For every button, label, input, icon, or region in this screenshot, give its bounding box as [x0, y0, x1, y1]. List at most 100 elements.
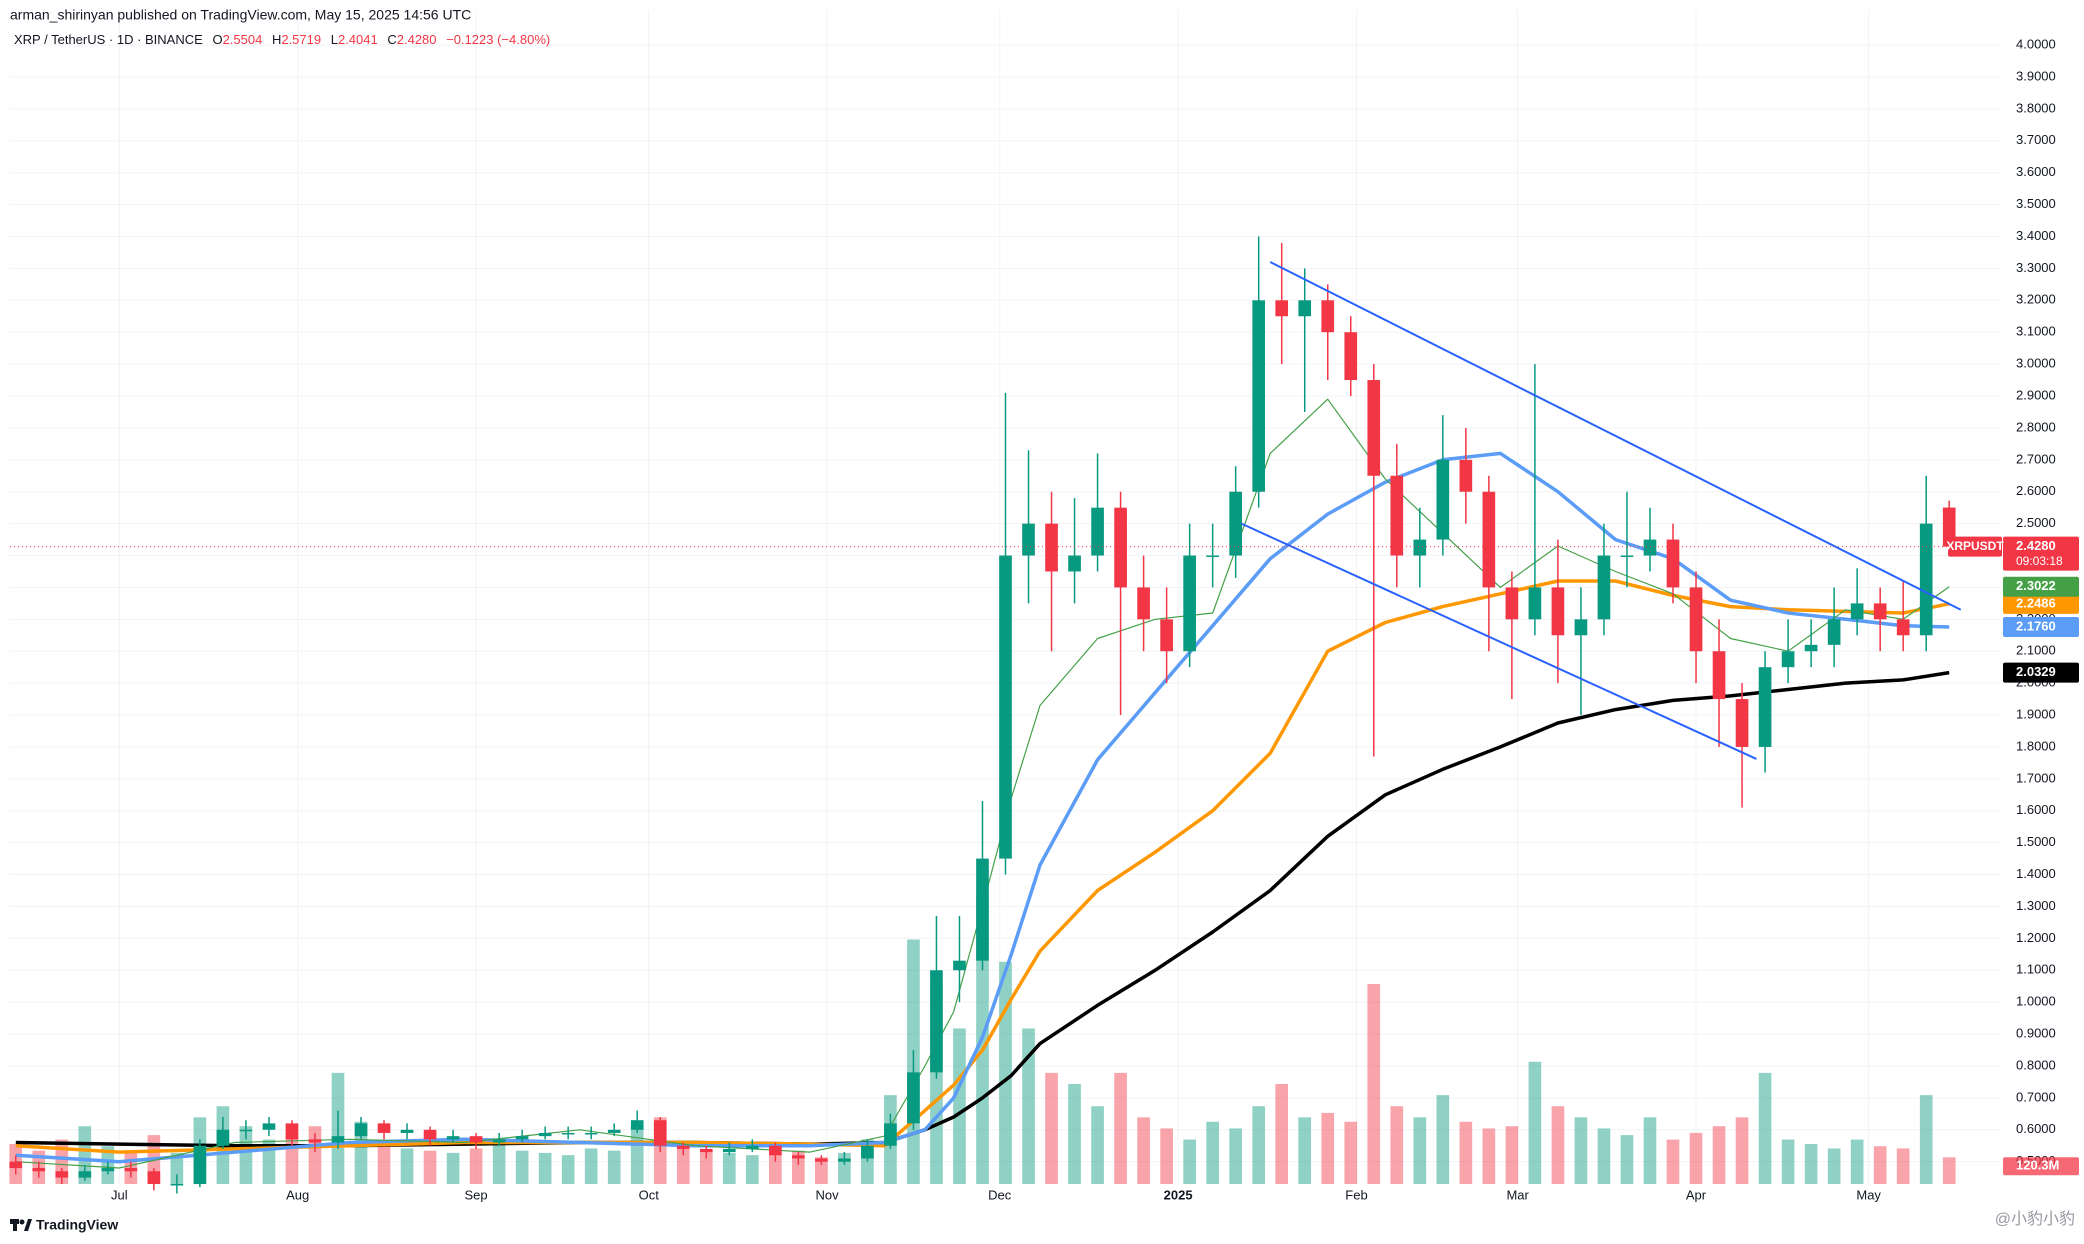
candle-body: [1735, 699, 1749, 747]
candle-body: [239, 1129, 253, 1132]
candle-body: [584, 1132, 598, 1135]
overlay-layer: [10, 261, 2001, 760]
candle-body: [630, 1120, 644, 1130]
y-tick-label: 3.5000: [2016, 196, 2056, 211]
volume-bar: [676, 1146, 690, 1184]
volume-bar: [1712, 1126, 1726, 1184]
candle-body: [1528, 587, 1542, 620]
candle-body: [1022, 523, 1035, 556]
volume-bar: [1597, 1128, 1611, 1184]
candle-body: [1160, 619, 1173, 652]
candle-body: [607, 1129, 621, 1133]
candle-body: [1252, 300, 1266, 492]
volume-bar: [1643, 1117, 1657, 1184]
candle-body: [815, 1158, 828, 1162]
y-tick-label: 0.9000: [2016, 1025, 2056, 1040]
y-tick-label: 3.1000: [2016, 324, 2056, 339]
volume-bar: [1344, 1121, 1358, 1184]
volume-bar: [1160, 1128, 1173, 1184]
y-tick-label: 3.6000: [2016, 164, 2056, 179]
volume-bar: [1482, 1128, 1496, 1184]
y-tick-label: 0.6000: [2016, 1121, 2056, 1136]
volume-bar: [1689, 1132, 1703, 1184]
x-tick-label: May: [1856, 1187, 1881, 1202]
y-tick-label: 1.9000: [2016, 706, 2056, 721]
volume-bar: [1367, 984, 1381, 1184]
x-tick-label: Aug: [286, 1187, 309, 1202]
volume-bar: [1827, 1148, 1841, 1184]
y-tick-label: 1.6000: [2016, 802, 2056, 817]
candle-body: [1919, 523, 1933, 636]
candle-body: [147, 1171, 161, 1184]
candle-body: [1114, 507, 1127, 588]
volume-bar: [1666, 1139, 1680, 1184]
candle-body: [1873, 603, 1887, 620]
candle-body: [538, 1132, 552, 1137]
y-tick-label: 3.2000: [2016, 292, 2056, 307]
volume-bar: [1574, 1117, 1588, 1184]
candle-layer: [9, 236, 1956, 1194]
candle-body: [653, 1120, 667, 1146]
y-tick-label: 2.6000: [2016, 483, 2056, 498]
y-tick-label: 2.9000: [2016, 387, 2056, 402]
volume-bar: [745, 1155, 759, 1184]
y-tick-label: 1.7000: [2016, 770, 2056, 785]
ma-price-label-box: [2003, 616, 2079, 637]
y-tick-label: 3.4000: [2016, 228, 2056, 243]
change: −0.1223 (−4.80%): [446, 32, 550, 47]
candle-body: [1413, 539, 1427, 556]
last-price-box: [2003, 536, 2079, 571]
volume-bar: [1919, 1095, 1933, 1184]
volume-bar: [1114, 1072, 1127, 1184]
volume-bar: [1873, 1146, 1887, 1184]
candle-body: [1045, 523, 1058, 572]
ma-price-label-box: [2003, 576, 2079, 597]
y-tick-label: 3.8000: [2016, 100, 2056, 115]
y-tick-label: 1.4000: [2016, 866, 2056, 881]
candle-body: [838, 1158, 851, 1162]
y-tick-label: 3.7000: [2016, 132, 2056, 147]
ohlc-value: 2.5719: [281, 32, 321, 47]
candle-body: [1367, 380, 1381, 476]
volume-bar: [1528, 1061, 1542, 1184]
legend: XRP / TetherUS · 1D · BINANCE O2.5504 H2…: [14, 32, 550, 47]
candle-body: [1896, 619, 1910, 636]
volume-bar: [1390, 1106, 1404, 1184]
moving-average-line: [15, 451, 1950, 1164]
y-tick-label: 0.7000: [2016, 1089, 2056, 1104]
x-tick-label: 2025: [1164, 1187, 1193, 1202]
candle-body: [699, 1148, 713, 1153]
volume-bar: [1137, 1117, 1150, 1184]
candle-body: [676, 1145, 690, 1149]
volume-bar: [423, 1150, 437, 1184]
candle-body: [170, 1184, 184, 1186]
x-tick-label: Jul: [111, 1187, 128, 1202]
ohlc-value: 2.5504: [223, 32, 263, 47]
candle-body: [1666, 539, 1680, 588]
ma-price-label: 2.2486: [2016, 595, 2056, 610]
ma-price-label: 2.1760: [2016, 618, 2056, 633]
candle-body: [515, 1136, 529, 1140]
candle-body: [377, 1123, 391, 1133]
volume-bar: [1045, 1072, 1058, 1184]
candle-body: [1344, 332, 1358, 381]
y-tick-label: 2.8000: [2016, 419, 2056, 434]
trendline: [1269, 261, 1962, 611]
x-tick-label: Nov: [816, 1187, 840, 1202]
volume-bar: [953, 1028, 966, 1184]
candle-body: [1620, 555, 1634, 558]
candle-body: [861, 1145, 874, 1159]
volume-bar: [584, 1148, 598, 1184]
volume-bar: [400, 1148, 414, 1184]
volume-bar: [78, 1126, 92, 1184]
candle-body: [101, 1168, 115, 1172]
candle-body: [1436, 459, 1450, 540]
volume-bar: [792, 1150, 805, 1184]
candle-body: [32, 1168, 46, 1172]
volume-bar: [630, 1126, 644, 1184]
y-tick-label: 2.5000: [2016, 515, 2056, 530]
ma-price-label-box: [2003, 662, 2079, 683]
volume-bar: [999, 961, 1012, 1184]
